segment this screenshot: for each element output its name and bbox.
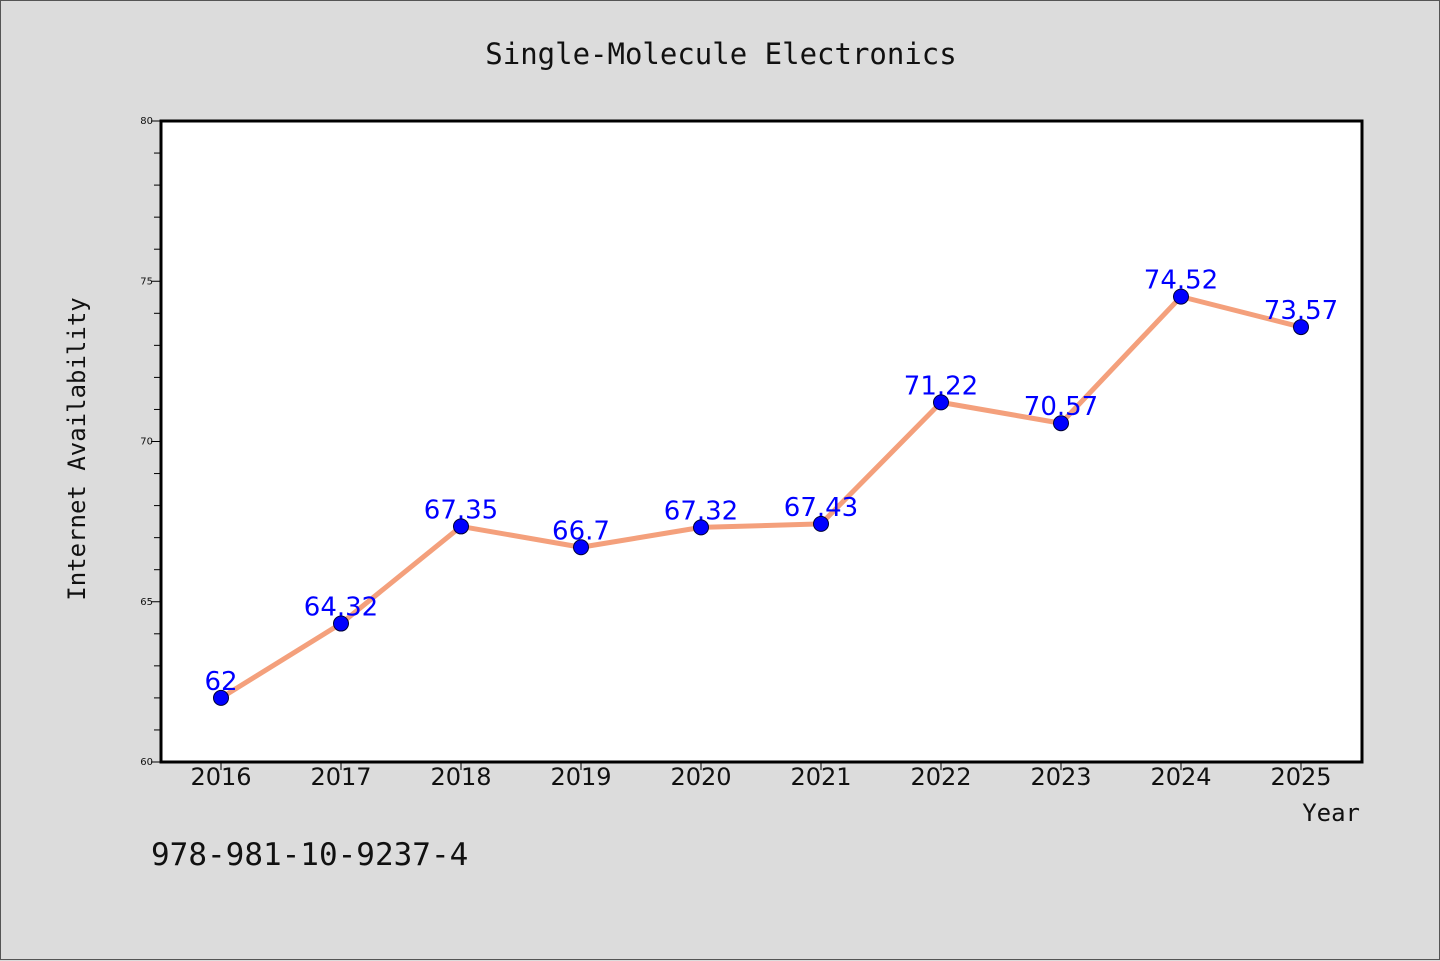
- data-points: [213, 288, 1309, 706]
- data-point-marker: [573, 539, 589, 556]
- plot-area: [159, 119, 1364, 764]
- x-axis-label: Year: [1302, 799, 1360, 827]
- x-tick-label: 2017: [310, 763, 371, 791]
- data-label: 67.35: [424, 495, 498, 525]
- x-axis: 2016 2017 2018 2019 2020 2021 2022 2023 2024 2025: [190, 762, 1332, 791]
- data-point-marker: [213, 689, 229, 706]
- x-tick-label: 2022: [910, 763, 971, 791]
- y-tick-label: 65: [140, 597, 153, 608]
- data-point-marker: [1053, 415, 1069, 432]
- data-point-marker: [693, 519, 709, 536]
- data-labels: 62 64.32 67.35 66.7 67.32 67.43 71.22 70.57 74.5…: [204, 266, 1338, 697]
- data-point-marker: [813, 515, 829, 532]
- y-axis: 60 65 70 75 80: [140, 116, 161, 768]
- y-tick-label: 80: [140, 116, 153, 127]
- x-tick-label: 2016: [190, 763, 251, 791]
- x-tick-label: 2019: [550, 763, 611, 791]
- data-point-marker: [333, 615, 349, 632]
- data-label: 73.57: [1264, 296, 1338, 326]
- chart-title: Single-Molecule Electronics: [485, 37, 956, 71]
- data-label: 67.43: [784, 493, 858, 523]
- y-tick-label: 60: [140, 757, 153, 768]
- x-tick-label: 2018: [430, 763, 491, 791]
- series-line: [219, 294, 1302, 701]
- data-point-marker: [1173, 288, 1189, 305]
- x-tick-label: 2021: [790, 763, 851, 791]
- data-label: 71.22: [904, 371, 978, 401]
- data-label: 64.32: [304, 593, 378, 623]
- data-point-marker: [1293, 319, 1309, 336]
- x-tick-label: 2025: [1270, 763, 1331, 791]
- data-label: 62: [204, 667, 237, 697]
- data-label: 66.7: [552, 516, 610, 546]
- y-tick-label: 75: [140, 276, 153, 287]
- data-label: 67.32: [664, 496, 738, 526]
- y-tick-label: 70: [140, 437, 153, 448]
- data-label: 74.52: [1144, 266, 1218, 296]
- x-tick-label: 2024: [1150, 763, 1211, 791]
- data-point-marker: [933, 394, 949, 411]
- isbn-annotation: 978-981-10-9237-4: [151, 837, 468, 873]
- x-tick-label: 2023: [1030, 763, 1091, 791]
- data-point-marker: [453, 518, 469, 535]
- data-label: 70.57: [1024, 392, 1098, 422]
- x-tick-label: 2020: [670, 763, 731, 791]
- y-axis-label: Internet Availability: [63, 297, 91, 600]
